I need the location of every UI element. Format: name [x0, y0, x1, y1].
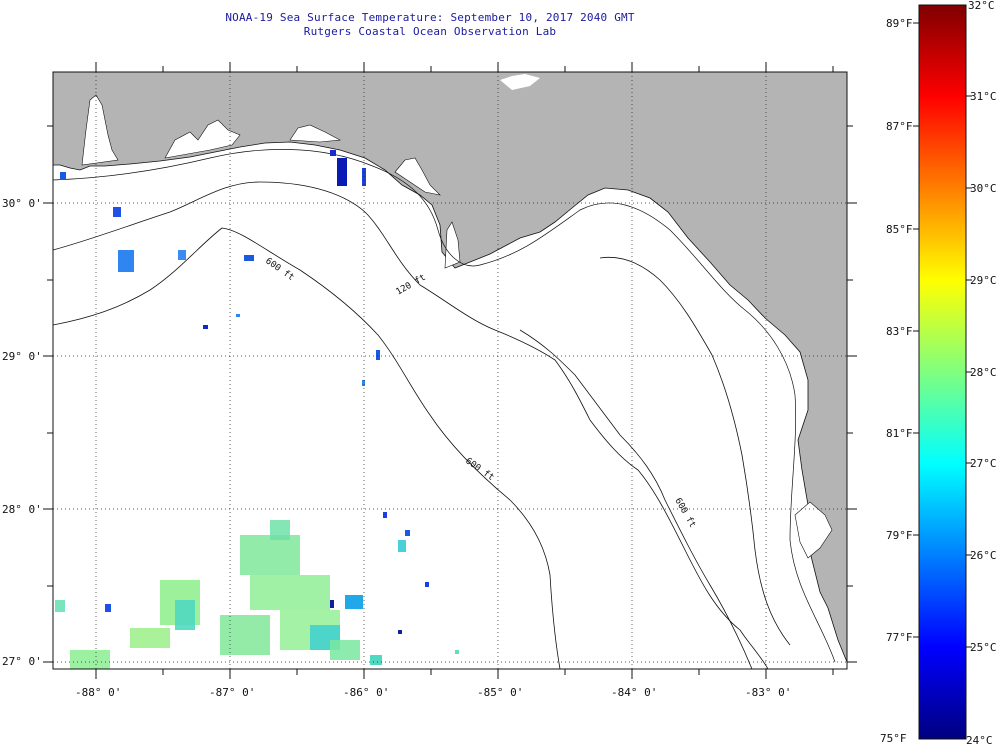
c-label-29: 29°C	[970, 274, 997, 287]
lon-label-83: -83° 0'	[745, 686, 791, 699]
f-label-81: 81°F	[886, 427, 913, 440]
f-label-89: 89°F	[886, 17, 913, 30]
colorbar-gradient	[918, 4, 967, 740]
mobile-bay	[81, 94, 119, 166]
colorbar: 89°F 87°F 85°F 83°F 81°F 79°F 77°F 75°F …	[880, 0, 997, 747]
f-label-79: 79°F	[886, 529, 913, 542]
contour-600ft	[53, 227, 561, 669]
map-subtitle: Rutgers Coastal Ocean Observation Lab	[303, 25, 557, 38]
f-label-83: 83°F	[886, 325, 913, 338]
c-label-32: 32°C	[968, 0, 995, 12]
lon-label-84: -84° 0'	[611, 686, 657, 699]
c-label-27: 27°C	[970, 457, 997, 470]
cloud-patch	[500, 74, 540, 90]
lon-label-85: -85° 0'	[477, 686, 523, 699]
f-label-87: 87°F	[886, 120, 913, 133]
c-label-31: 31°C	[970, 90, 997, 103]
lat-label-28: 28° 0'	[2, 503, 42, 516]
f-label-85: 85°F	[886, 223, 913, 236]
map-title: NOAA-19 Sea Surface Temperature: Septemb…	[225, 11, 635, 24]
lat-lon-grid	[53, 72, 847, 669]
map-frame	[52, 71, 848, 670]
lat-label-29: 29° 0'	[2, 350, 42, 363]
f-label-77: 77°F	[886, 631, 913, 644]
c-label-25: 25°C	[970, 641, 997, 654]
contour-east	[599, 256, 791, 646]
lon-label-88: -88° 0'	[75, 686, 121, 699]
c-label-28: 28°C	[970, 366, 997, 379]
axis-ticks	[43, 62, 857, 679]
lon-label-87: -87° 0'	[209, 686, 255, 699]
apalachee-inlet	[394, 157, 441, 196]
lat-label-30: 30° 0'	[2, 197, 42, 210]
sst-observations	[55, 150, 459, 669]
cape-san-blas	[444, 221, 461, 269]
c-label-24: 24°C	[966, 734, 993, 747]
contour-shelf	[53, 149, 836, 663]
land-mass	[53, 72, 847, 663]
contour-120ft	[53, 181, 769, 669]
choctawhatchee-bay	[289, 124, 342, 143]
lon-label-86: -86° 0'	[343, 686, 389, 699]
contour-shelf-edge	[519, 329, 753, 669]
pensacola-bay	[164, 119, 241, 159]
lat-label-27: 27° 0'	[2, 655, 42, 668]
tampa-bay	[794, 501, 833, 559]
c-label-26: 26°C	[970, 549, 997, 562]
f-label-75: 75°F	[880, 732, 907, 745]
c-label-30: 30°C	[970, 182, 997, 195]
